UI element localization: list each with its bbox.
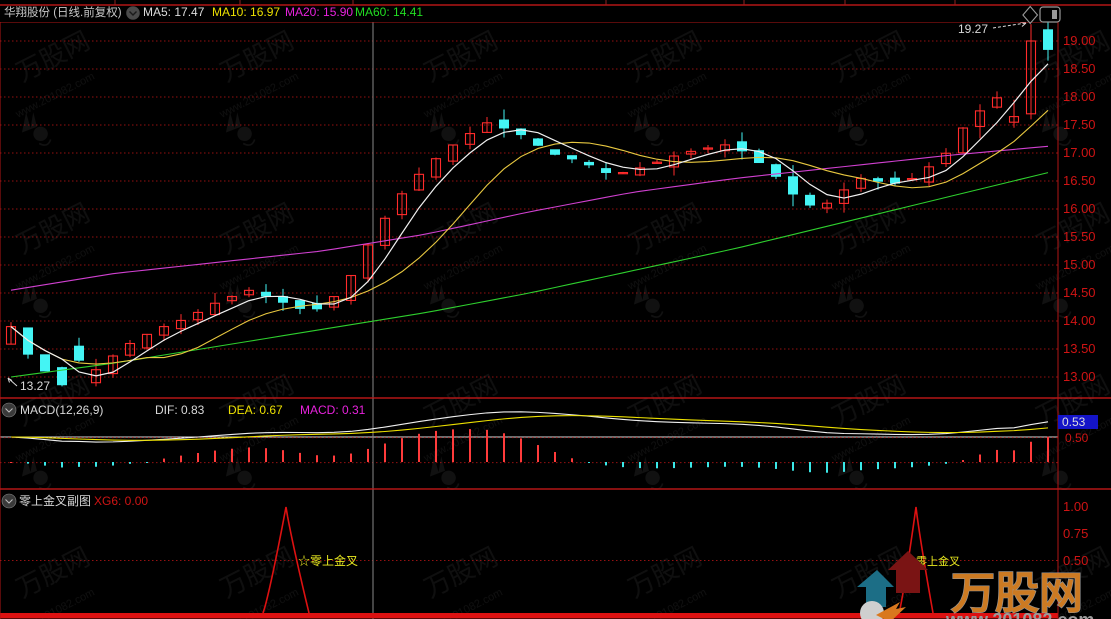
- svg-text:0.75: 0.75: [1063, 526, 1088, 541]
- svg-text:MA20: 15.90: MA20: 15.90: [285, 5, 353, 19]
- svg-text:14.50: 14.50: [1063, 285, 1096, 300]
- svg-text:MA5: 17.47: MA5: 17.47: [143, 5, 205, 19]
- svg-text:0.50: 0.50: [1065, 431, 1089, 445]
- svg-text:www.201082.com: www.201082.com: [945, 610, 1094, 619]
- svg-text:DIF: 0.83: DIF: 0.83: [155, 403, 205, 417]
- svg-text:MACD: 0.31: MACD: 0.31: [300, 403, 366, 417]
- svg-text:☆零上金叉: ☆零上金叉: [298, 553, 358, 568]
- svg-text:17.00: 17.00: [1063, 145, 1096, 160]
- svg-text:19.27: 19.27: [958, 22, 988, 36]
- svg-text:MA60: 14.41: MA60: 14.41: [355, 5, 423, 19]
- svg-text:18.00: 18.00: [1063, 89, 1096, 104]
- svg-text:MA10: 16.97: MA10: 16.97: [212, 5, 280, 19]
- svg-text:17.50: 17.50: [1063, 117, 1096, 132]
- svg-text:16.00: 16.00: [1063, 201, 1096, 216]
- svg-text:16.50: 16.50: [1063, 173, 1096, 188]
- svg-text:1.00: 1.00: [1063, 499, 1088, 514]
- svg-text:0.50: 0.50: [1063, 553, 1088, 568]
- svg-text:XG6: 0.00: XG6: 0.00: [94, 494, 148, 508]
- svg-text:华翔股份 (日线.前复权): 华翔股份 (日线.前复权): [4, 5, 122, 19]
- svg-text:15.00: 15.00: [1063, 257, 1096, 272]
- svg-text:19.00: 19.00: [1063, 33, 1096, 48]
- svg-text:14.00: 14.00: [1063, 313, 1096, 328]
- svg-text:13.27: 13.27: [20, 379, 50, 393]
- svg-text:DEA: 0.67: DEA: 0.67: [228, 403, 283, 417]
- svg-text:13.00: 13.00: [1063, 369, 1096, 384]
- svg-text:15.50: 15.50: [1063, 229, 1096, 244]
- svg-text:零上金叉副图: 零上金叉副图: [19, 493, 91, 508]
- svg-text:MACD(12,26,9): MACD(12,26,9): [20, 403, 103, 417]
- svg-text:13.50: 13.50: [1063, 341, 1096, 356]
- svg-text:0.53: 0.53: [1062, 415, 1086, 429]
- svg-text:18.50: 18.50: [1063, 61, 1096, 76]
